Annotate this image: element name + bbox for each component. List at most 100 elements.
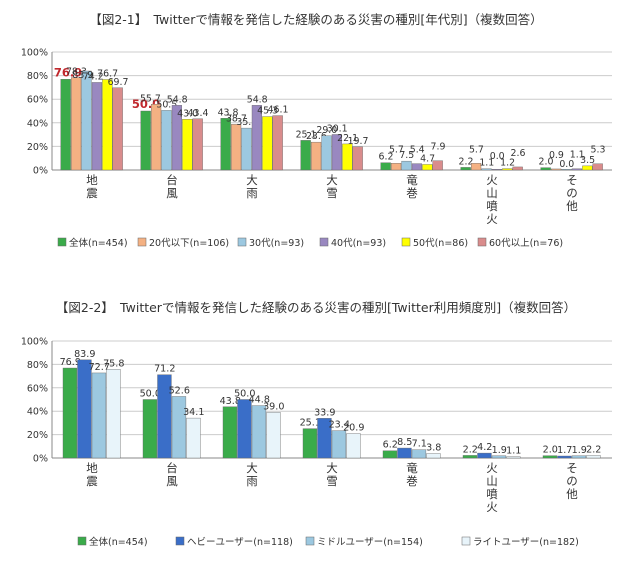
chart2-bar [397, 447, 412, 459]
chart1-bar [112, 87, 123, 171]
chart2-y-tick-label: 0% [33, 454, 48, 465]
chart1-data-label: 1.1 [570, 150, 585, 161]
chart1-data-label: 83.9 [72, 70, 93, 81]
chart1-bar [102, 79, 113, 171]
chart1-bar [352, 146, 363, 171]
chart1-data-label: 76.7 [97, 68, 118, 79]
chart2-bar [571, 455, 587, 459]
chart1-data-label: 7.9 [431, 142, 446, 153]
chart1-data-label: 5.7 [389, 144, 404, 155]
chart1-bar [540, 167, 551, 171]
chart2-data-label: 52.6 [169, 385, 190, 396]
chart1-category-label: 台風 [166, 173, 178, 200]
chart1-category-label: 竜巻 [406, 173, 418, 200]
chart1-bar [502, 168, 513, 171]
chart1-bar [262, 116, 273, 171]
chart2-legend-label: ミドルユーザー(n=154) [317, 537, 423, 548]
chart1-bar [171, 105, 183, 171]
chart1-title: 【図2-1】 Twitterで情報を発信した経験のある災害の種別[年代別]（複数… [89, 12, 542, 27]
chart2-y-tick-label: 100% [21, 337, 48, 348]
chart1-data-label: 78.3 [66, 67, 87, 78]
chart1-data-label: 1.1 [479, 158, 494, 169]
chart1-category-label: 大雪 [326, 173, 338, 200]
chart1-bar [300, 140, 311, 171]
chart1-data-label: 38.7 [226, 113, 247, 124]
chart1-bar [331, 134, 343, 171]
chart2-data-label: 1.1 [506, 446, 521, 457]
chart2-data-label: 23.4 [329, 420, 350, 431]
chart2-data-label: 1.7 [557, 445, 572, 456]
chart2-legend-swatch [305, 536, 315, 546]
chart2-data-label: 1.9 [572, 445, 587, 456]
chart2-bar [62, 367, 78, 459]
chart2-bar [542, 455, 558, 459]
chart2-data-label: 2.2 [463, 444, 478, 455]
chart2-bar [222, 406, 238, 459]
chart2-data-label: 72.7 [89, 362, 110, 373]
chart1-bar [321, 135, 332, 171]
chart2-y-tick-label: 20% [27, 430, 48, 441]
chart1-bar [391, 163, 402, 171]
chart1-bar [251, 105, 263, 171]
chart2-data-label: 4.2 [477, 442, 492, 453]
chart2-bar [462, 455, 478, 459]
chart2-data-label: 50.0 [234, 389, 255, 400]
chart1-bar [561, 168, 572, 171]
chart1-data-label: 43.0 [177, 108, 198, 119]
chart1-data-label: 69.7 [108, 77, 129, 88]
chart2-category-label: 台風 [166, 461, 178, 488]
chart2-bar [251, 405, 267, 459]
chart2-bar [477, 452, 492, 459]
chart1-bar [460, 167, 471, 171]
chart1-data-label: 6.2 [379, 152, 394, 163]
chart1-bar [512, 166, 523, 171]
chart1-data-label: 25.1 [296, 129, 317, 140]
chart1-y-tick-label: 40% [27, 118, 48, 129]
chart2-bar [411, 449, 427, 459]
chart1-bar [60, 79, 71, 171]
chart2-y-tick-label: 60% [27, 383, 48, 394]
chart1-legend-label: 全体(n=454) [69, 237, 128, 249]
chart2-data-label: 34.1 [183, 407, 204, 418]
chart1-data-label: 0.0 [490, 151, 505, 162]
chart1-bar [91, 82, 103, 171]
chart1-bar [471, 163, 482, 171]
chart2-legend-swatch [77, 536, 87, 546]
chart2-bar [157, 374, 172, 459]
chart2-bar [91, 372, 107, 459]
chart1-data-label: 54.8 [247, 94, 268, 105]
chart1-data-label: 5.4 [410, 145, 425, 156]
chart2-data-label: 39.0 [263, 401, 284, 412]
chart2-data-label: 2.2 [586, 444, 601, 455]
chart2-category-label: 大雨 [246, 461, 258, 488]
chart1-bar [571, 168, 583, 171]
chart2-bar [106, 369, 121, 459]
chart1-bar [161, 110, 172, 171]
chart1-data-label: 22.1 [337, 133, 358, 144]
chart2-legend-label: ライトユーザー(n=182) [473, 537, 579, 548]
chart1-bar [380, 162, 391, 171]
chart1-legend-label: 40代(n=93) [331, 238, 386, 249]
chart1-data-label: 55.7 [140, 93, 161, 104]
chart2-data-label: 2.0 [543, 445, 558, 456]
chart1-legend-label: 50代(n=86) [413, 238, 468, 249]
chart1-y-tick-label: 60% [27, 95, 48, 106]
chart1-bar [411, 163, 423, 171]
chart2-title: 【図2-2】 Twitterで情報を発信した経験のある災害の種別[Twitter… [56, 300, 576, 315]
chart2-y-tick-label: 80% [27, 360, 48, 371]
chart2-bar [331, 430, 347, 459]
chart2-data-label: 20.9 [343, 423, 364, 434]
chart2-bar [317, 418, 332, 459]
chart1-bar [70, 77, 82, 171]
chart2-bar [302, 428, 318, 459]
chart1-data-label: 74.2 [83, 71, 104, 82]
chart2-data-label: 43.8 [220, 396, 241, 407]
chart1-legend-swatch [137, 237, 147, 247]
chart1-data-label: 76.9 [54, 65, 82, 79]
chart1-legend-swatch [57, 237, 67, 247]
chart1-data-label: 0.0 [559, 159, 574, 170]
chart2-legend-label: ヘビーユーザー(n=118) [187, 537, 293, 548]
chart1-category-label: 火山噴火 [486, 173, 498, 226]
chart1-bar [311, 141, 322, 171]
chart1-bar [192, 118, 203, 171]
